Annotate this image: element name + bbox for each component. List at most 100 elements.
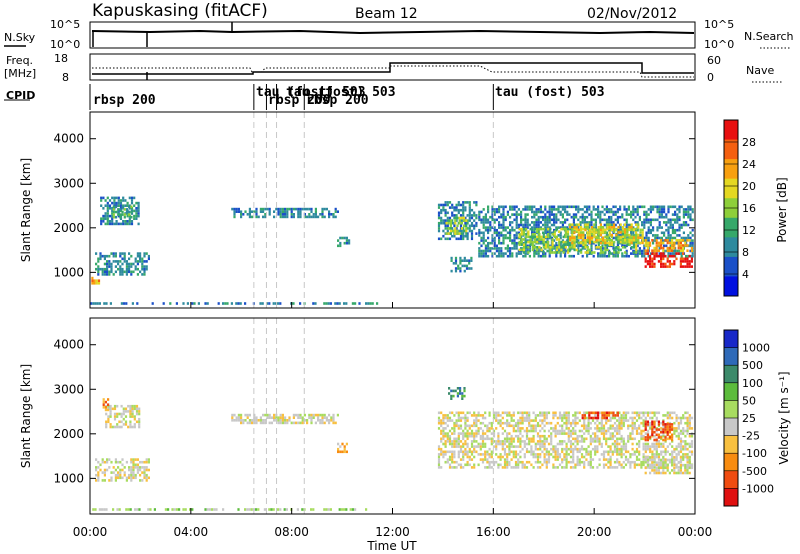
power-cell: [526, 208, 529, 211]
power-cell: [656, 208, 659, 211]
power-cell: [674, 228, 677, 232]
velocity-cell: [457, 437, 460, 441]
velocity-cell: [215, 508, 218, 511]
velocity-cell: [501, 416, 504, 420]
velocity-cell: [464, 416, 467, 420]
velocity-cell: [457, 450, 460, 454]
velocity-cell: [627, 434, 630, 438]
power-cell: [444, 203, 447, 207]
power-cell: [551, 240, 554, 244]
power-cell: [555, 244, 558, 248]
power-cell: [665, 228, 668, 232]
power-cell: [121, 267, 124, 271]
power-cell: [621, 235, 625, 239]
power-cell: [538, 246, 541, 249]
velocity-cell: [463, 389, 466, 393]
velocity-cell: [479, 458, 482, 461]
power-cell: [491, 241, 494, 245]
power-cell: [583, 234, 586, 237]
power-cell: [468, 262, 471, 265]
power-cell: [547, 235, 550, 239]
velocity-cell: [642, 424, 645, 428]
power-cell: [106, 212, 109, 215]
velocity-cell: [481, 440, 485, 443]
velocity-cell: [477, 432, 480, 435]
power-patch-11: [569, 223, 644, 245]
velocity-cell: [99, 468, 102, 472]
velocity-cell: [470, 440, 474, 443]
power-cell: [121, 205, 124, 209]
power-cell: [602, 228, 605, 232]
power-cell: [597, 205, 600, 209]
power-cell: [594, 223, 597, 227]
velocity-cell: [246, 421, 249, 425]
velocity-cell: [484, 445, 487, 448]
velocity-cell: [686, 427, 689, 430]
power-cell: [539, 247, 542, 250]
power-cell: [334, 210, 337, 213]
power-cell: [678, 234, 681, 237]
power-cell: [453, 214, 456, 217]
velocity-cell: [572, 460, 575, 464]
power-cell: [121, 257, 124, 261]
power-cell: [641, 221, 644, 224]
power-cell: [226, 302, 229, 305]
velocity-cell: [547, 429, 551, 433]
velocity-cell: [495, 460, 498, 464]
power-patch-7: [445, 216, 468, 235]
velocity-cell: [105, 412, 108, 416]
power-cell: [482, 223, 485, 227]
power-cell: [453, 216, 456, 220]
velocity-cell: [545, 447, 548, 451]
power-cell: [561, 213, 564, 216]
power-cell: [526, 218, 529, 222]
power-cell: [130, 196, 134, 200]
velocity-cell: [495, 453, 498, 456]
power-cell: [599, 241, 602, 245]
velocity-cell: [673, 429, 676, 433]
power-cell: [517, 208, 520, 211]
velocity-cell: [459, 450, 463, 454]
power-cell: [268, 213, 271, 216]
velocity-cell: [602, 463, 606, 467]
power-cell: [130, 254, 133, 258]
power-cell: [550, 223, 553, 227]
velocity-cell: [539, 414, 542, 417]
velocity-cell: [664, 463, 667, 467]
velocity-cell: [671, 461, 674, 464]
velocity-cell: [662, 471, 665, 475]
power-cell: [575, 223, 578, 226]
velocity-cell: [609, 427, 612, 430]
velocity-cell: [488, 463, 491, 467]
power-cell: [580, 226, 583, 229]
velocity-cell: [510, 416, 513, 420]
velocity-cell: [104, 408, 107, 412]
velocity-cell: [321, 421, 324, 425]
power-cell: [671, 244, 674, 247]
power-cell: [689, 205, 692, 209]
power-cell: [590, 223, 593, 227]
velocity-cell: [552, 414, 555, 417]
velocity-cell: [624, 455, 628, 459]
power-cell: [643, 226, 646, 229]
velocity-patch-4: [337, 442, 348, 454]
velocity-cell: [563, 453, 566, 456]
power-cell: [638, 234, 641, 237]
power-colorbar-segment: [724, 178, 738, 199]
power-cell: [544, 240, 548, 244]
power-cell: [619, 248, 622, 252]
velocity-cell: [477, 445, 480, 448]
power-cell: [106, 217, 109, 220]
velocity-cell: [497, 437, 500, 441]
velocity-cell: [270, 421, 273, 425]
velocity-cell: [664, 458, 667, 461]
velocity-cell: [457, 424, 460, 428]
power-cell: [575, 215, 578, 219]
power-cell: [337, 239, 340, 242]
velocity-cell: [129, 410, 132, 413]
power-cell: [602, 251, 605, 254]
power-cell: [527, 230, 530, 233]
power-cell: [449, 224, 452, 228]
power-cell: [544, 246, 548, 249]
